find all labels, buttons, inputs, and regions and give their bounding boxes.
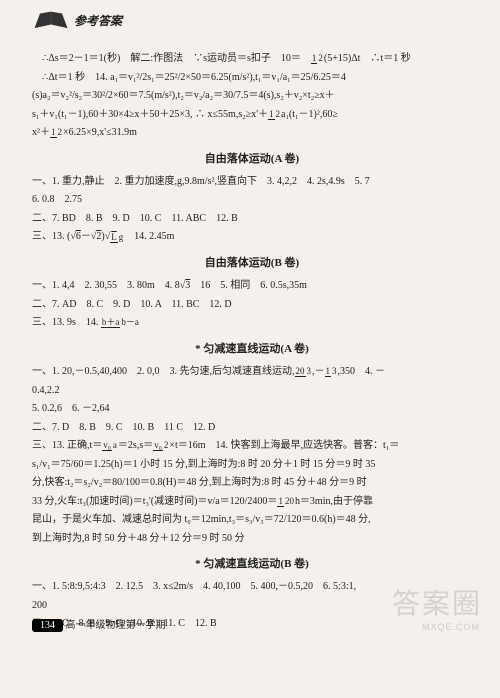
- page-footer: 134 高一年级物理第一学期: [32, 616, 166, 632]
- section-title-c: * 匀减速直线运动(A 卷): [32, 339, 472, 359]
- text-line: 三、13. (√6－√2)√Lg 14. 2.45m: [32, 228, 472, 247]
- header-title: 参考答案: [74, 12, 122, 29]
- text-line: 5. 0.2,6 6. －2,64: [32, 400, 472, 419]
- main-content: ∴Δs＝2－1＝1(秒) 解二:作图法 ∵s运动员＝s扣子 10＝12(5+15…: [32, 50, 472, 634]
- section-title-b: 自由落体运动(B 卷): [32, 253, 472, 273]
- text-line: 一、1. 重力,静止 2. 重力加速度,g,9.8m/s²,竖直向下 3. 4,…: [32, 173, 472, 192]
- text-line: 二、7. D 8. B 9. C 10. B 11 C 12. D: [32, 419, 472, 438]
- text-line: ∴Δs＝2－1＝1(秒) 解二:作图法 ∵s运动员＝s扣子 10＝12(5+15…: [32, 50, 472, 69]
- text-line: 一、1. 4,4 2. 30,55 3. 80m 4. 8√3 16 5. 相同…: [32, 277, 472, 296]
- text-line: 一、1. 20,－0.5,40,400 2. 0,0 3. 先匀速,后匀减速直线…: [32, 363, 472, 382]
- text-line: 三、13. 9s 14. b＋ab－a: [32, 314, 472, 333]
- text-line: (s)a₂＝v₂²/s₂＝30²/2×60＝7.5(m/s²),t₂＝v₂/a₂…: [32, 87, 472, 106]
- text-line: 33 分,火车:t₃(加速时间)＝t₃'(减速时间)＝v/a＝120/2400＝…: [32, 493, 472, 512]
- watermark-url: MXQE.COM: [422, 622, 480, 632]
- text-line: 二、7. AD 8. C 9. D 10. A 11. BC 12. D: [32, 296, 472, 315]
- page-number: 134: [32, 619, 63, 632]
- text-line: 到上海时为,8 时 50 分＋48 分＋12 分＝9 时 50 分: [32, 530, 472, 549]
- book-icon: [32, 8, 70, 30]
- text-line: 三、13. 正确,t＝v₀a＝2s,s＝v₀2×t＝16m 14. 快客到上海最…: [32, 437, 472, 456]
- footer-text: 高一年级物理第一学期: [66, 620, 166, 631]
- section-title-a: 自由落体运动(A 卷): [32, 149, 472, 169]
- section-title-d: * 匀减速直线运动(B 卷): [32, 554, 472, 574]
- text-line: 二、7. BD 8. B 9. D 10. C 11. ABC 12. B: [32, 210, 472, 229]
- watermark: 答案圈: [392, 582, 482, 622]
- text-line: 昆山，于是火车加、减速总时间为 t₀＝12min,t₃＝s₃/v₃＝72/120…: [32, 511, 472, 530]
- text-line: ∴Δt＝1 秒 14. a₁＝v₁²/2s₁＝25²/2×50＝6.25(m/s…: [32, 69, 472, 88]
- text-line: x²＋12×6.25×9,x'≤31.9m: [32, 124, 472, 143]
- text-line: 6. 0.8 2.75: [32, 191, 472, 210]
- text-line: 分,快客:t₂＝s₂/v₂＝80/100＝0.8(H)＝48 分,到上海时为:8…: [32, 474, 472, 493]
- text-line: 0.4,2.2: [32, 382, 472, 401]
- text-line: s₁/v₁＝75/60＝1.25(h)＝1 小时 15 分,到上海时为:8 时 …: [32, 456, 472, 475]
- text-line: s₁＋v₁(t₁－1),60＋30×4≥x＋50＋25×3, ∴ x≤55m,s…: [32, 106, 472, 125]
